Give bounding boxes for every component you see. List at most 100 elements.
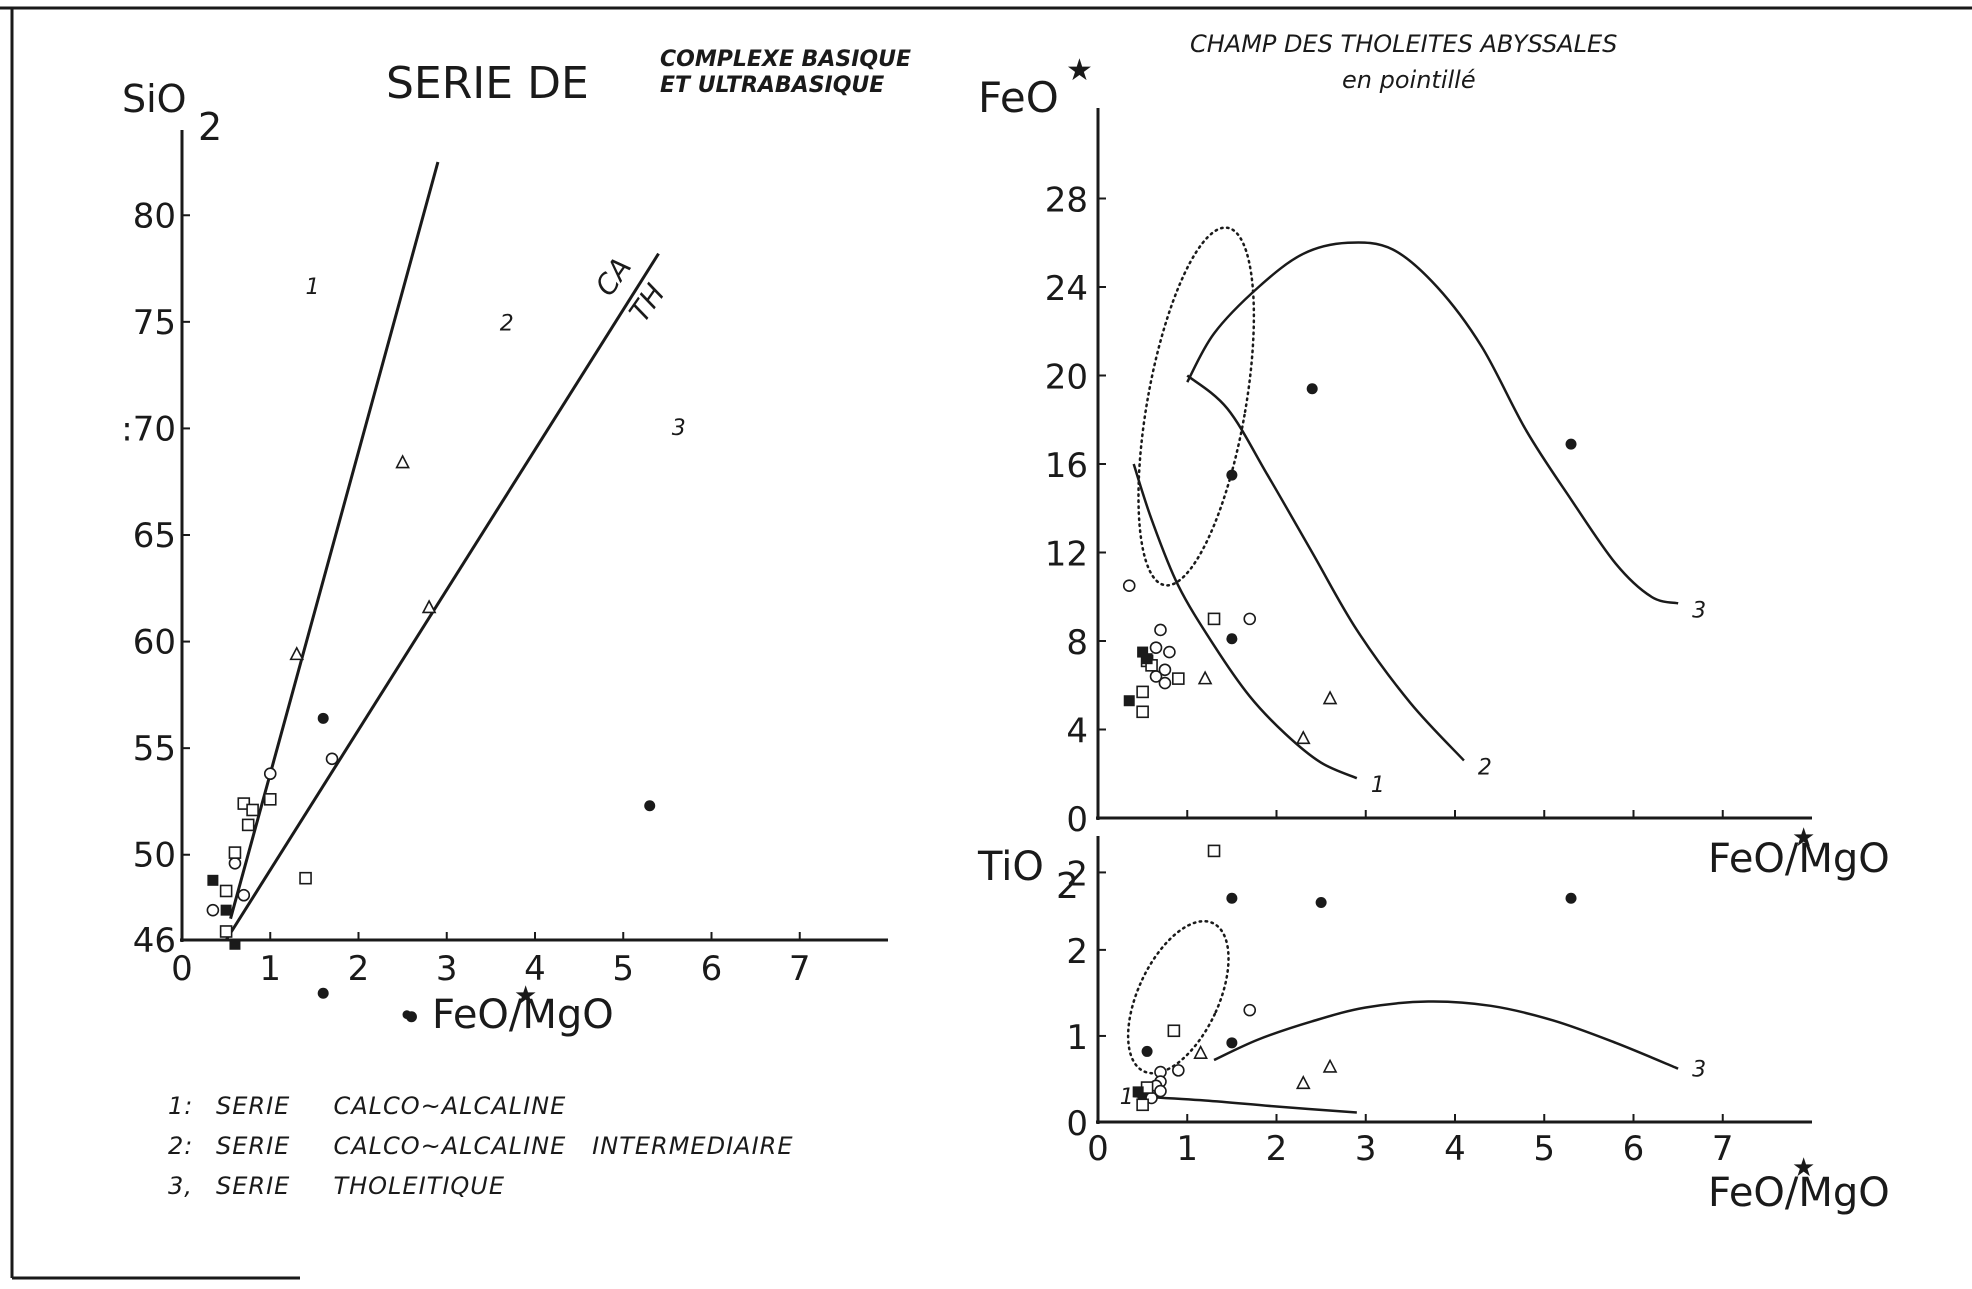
legend-num-3: 3, [168,1172,193,1200]
data-point-circle-filled [1315,897,1327,909]
left-x-tick-label: 5 [612,949,634,989]
data-point-circle-filled [1565,438,1577,450]
left-y-tick-label: 80 [133,196,176,236]
curve-label: 3 [1692,1058,1706,1083]
data-point-circle-filled [1226,1037,1238,1049]
region-label: 2 [500,311,514,336]
data-point-square-open [241,818,255,832]
right-bottom-y-tick-label: 1 [1066,1018,1088,1058]
data-point-triangle-open [421,599,437,614]
data-point-square-open [219,925,233,938]
left-y-tick-label: 75 [133,303,176,343]
curve-label: 1 [1120,1085,1134,1110]
series-boundary-curve [1186,241,1679,605]
right-header-sub: en pointillé [1342,66,1476,94]
right-bottom-x-tick-label: 0 [1087,1129,1109,1169]
right-bottom-xlabel-star: ★ [1792,1153,1815,1183]
data-point-circle-open [1243,1003,1257,1017]
data-point-square-filled [1141,653,1153,665]
data-point-square-open [1207,844,1221,858]
data-point-square-filled [1123,695,1135,707]
data-point-square-open [1207,612,1221,626]
data-point-square-open [246,803,259,817]
left-legend: 1: SERIE CALCO~ALCALINE 2: SERIE CALCO~A… [168,1092,793,1200]
right-bottom-y-tick-label: 2 [1066,932,1088,972]
right-top-y-tick-label: 8 [1066,623,1088,663]
left-x-tick-label: 7 [789,949,811,989]
right-top-chart: CHAMP DES THOLEITES ABYSSALES en pointil… [978,30,1890,882]
data-point-triangle-open [1322,690,1338,705]
right-bottom-ylabel: TiO [977,844,1044,890]
data-point-square-open [237,797,251,810]
series-boundary-line [224,252,660,941]
data-point-triangle-open [1295,730,1311,745]
data-point-triangle-open [1322,1058,1338,1073]
right-bottom-ylabel-sub: 2 [1056,866,1079,907]
data-point-circle-filled [1141,1045,1153,1057]
data-point-square-filled [207,874,219,886]
data-point-circle-filled [644,800,656,812]
left-x-tick-label: 4 [524,949,546,989]
series-boundary-curve [1132,463,1358,780]
legend-num-2: 2: [168,1132,193,1160]
right-top-y-tick-label: 12 [1045,535,1088,575]
data-point-circle-filled [1565,892,1577,904]
data-point-circle-open [325,752,339,766]
data-point-circle-open [206,903,220,917]
curve-label: 2 [1478,755,1492,780]
data-point-square-open [1136,1098,1149,1112]
data-point-square-open [263,793,277,806]
left-x-tick-label: 0 [171,949,193,989]
data-point-circle-open [1163,645,1176,659]
data-point-circle-open [1154,1084,1167,1098]
data-point-square-open [228,846,242,859]
right-top-xlabel-star: ★ [1792,823,1815,853]
left-subtitle-line2: ET ULTRABASIQUE [660,73,884,98]
data-point-circle-open [263,767,277,781]
left-ylabel-sub: 2 [198,105,222,149]
right-bottom-marks: 31 [1120,844,1706,1114]
right-header: CHAMP DES THOLEITES ABYSSALES [1190,30,1617,58]
right-top-y-tick-label: 4 [1066,712,1088,752]
left-x-tick-label: 3 [436,949,458,989]
left-ylabel: SiO [122,77,187,121]
data-point-circle-filled [317,987,329,999]
right-top-y-tick-label: 28 [1045,181,1088,221]
series-boundary-curve [1186,374,1465,762]
abyssal-tholeiite-field [1137,226,1256,587]
left-y-tick-label: 65 [133,516,176,556]
figure-frame [0,6,1972,1280]
data-point-square-open [219,884,233,898]
right-bottom-x-tick-label: 6 [1623,1129,1645,1169]
right-bottom-xlabel: FeO/MgO [1708,1170,1890,1216]
left-subtitle-line1: COMPLEXE BASIQUE [660,47,911,72]
data-point-square-open [299,871,312,885]
right-bottom-x-tick-label: 3 [1355,1129,1377,1169]
data-point-circle-open [1243,612,1257,626]
left-line-label-ca: CA [589,251,638,302]
data-point-circle-open [1172,1064,1185,1077]
data-point-circle-open [1158,676,1172,690]
right-top-ylabel-star: ★ [1066,53,1093,88]
right-top-marks: 1 2 3 [1122,226,1706,798]
data-point-square-filled [1132,1086,1144,1098]
left-xlabel: FeO/MgO [432,992,614,1038]
abyssal-tholeiite-field [1126,919,1230,1075]
data-point-circle-open [237,888,251,902]
data-point-triangle-open [1197,670,1213,685]
data-point-square-open [1136,705,1149,719]
region-label: 3 [672,416,686,441]
series-boundary-curve [1133,1094,1357,1114]
legend-item-2: SERIE CALCO~ALCALINE INTERMEDIAIRE [216,1132,793,1160]
left-x-tick-label: 1 [259,949,281,989]
left-marks: 1 2 3 [206,161,686,1023]
right-bottom-x-tick-label: 4 [1444,1129,1466,1169]
curve-label: 3 [1692,598,1706,623]
right-bottom-x-tick-label: 2 [1266,1129,1288,1169]
left-y-tick-label: 50 [133,836,176,876]
left-line-label-th: TH [623,278,672,328]
